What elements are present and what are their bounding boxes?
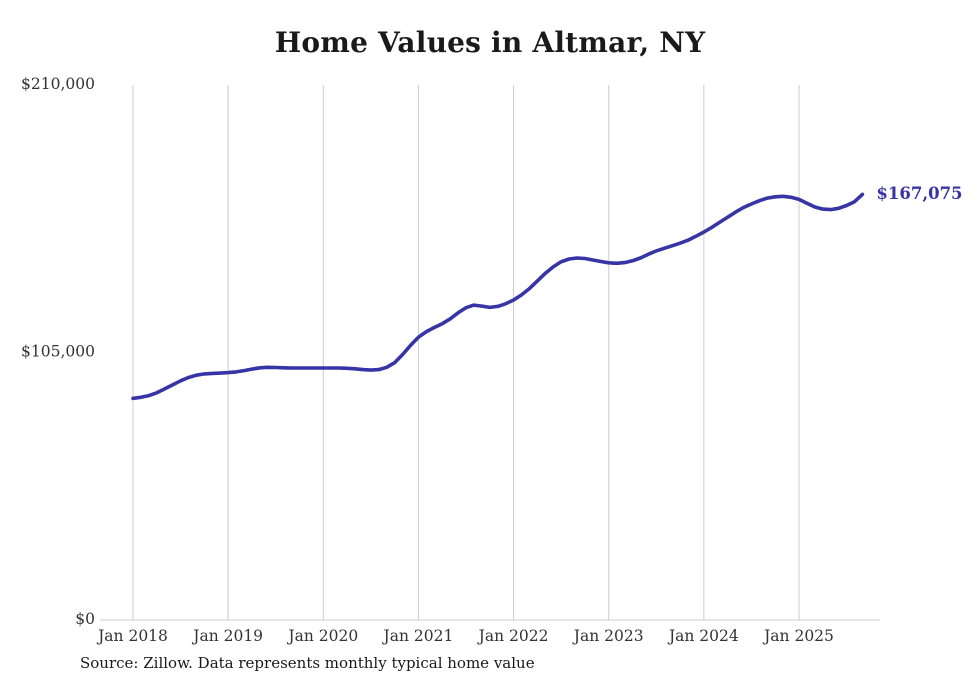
x-axis-tick-label: Jan 2022 xyxy=(477,627,549,645)
x-axis-tick-label: Jan 2019 xyxy=(191,627,263,645)
x-axis-tick-label: Jan 2020 xyxy=(286,627,358,645)
x-axis-tick-label: Jan 2021 xyxy=(382,627,454,645)
chart-title: Home Values in Altmar, NY xyxy=(274,26,706,59)
chart-svg: Jan 2018 Jan 2019 Jan 2020 Jan 2021 Jan 2022… xyxy=(21,75,963,645)
x-axis-tick-label: Jan 2023 xyxy=(572,627,644,645)
y-axis-tick-label: $0 xyxy=(75,610,95,628)
y-axis-tick-label: $105,000 xyxy=(21,343,95,361)
source-note: Source: Zillow. Data represents monthly … xyxy=(80,654,535,672)
end-value-label: $167,075 xyxy=(876,184,962,203)
y-axis-tick-label: $210,000 xyxy=(21,75,95,93)
x-axis-tick-label: Jan 2024 xyxy=(667,627,739,645)
home-value-line xyxy=(131,192,865,401)
x-axis-tick-label: Jan 2018 xyxy=(96,627,168,645)
x-axis-tick-label: Jan 2025 xyxy=(762,627,834,645)
